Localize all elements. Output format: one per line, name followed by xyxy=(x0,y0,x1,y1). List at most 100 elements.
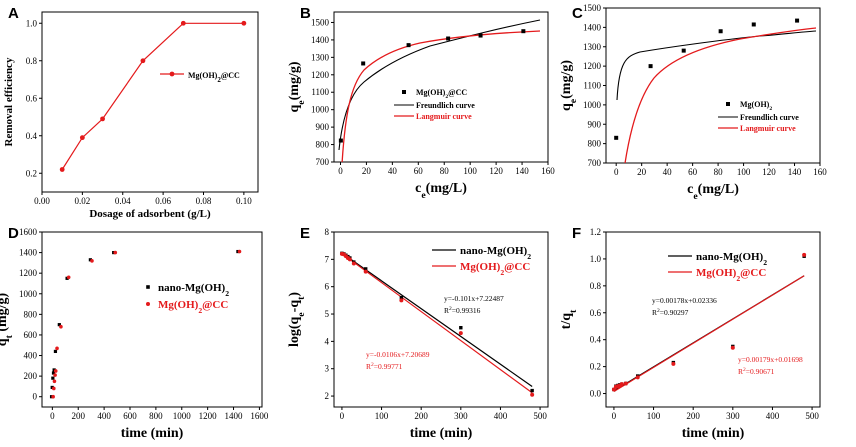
data-point xyxy=(338,138,343,143)
x-tick-label: 100 xyxy=(737,167,751,177)
y-axis-label: qe(mg/g) xyxy=(287,61,307,112)
x-tick-label: 80 xyxy=(714,167,724,177)
data-point xyxy=(795,18,800,23)
x-tick-label: 20 xyxy=(637,167,647,177)
x-tick-label: 0 xyxy=(612,411,617,421)
x-axis-label: time (min) xyxy=(121,426,184,441)
y-axis-label: log(qe-qt) xyxy=(287,292,307,347)
data-point xyxy=(730,345,735,350)
y-tick-label: 1200 xyxy=(583,61,602,71)
series-line-removal xyxy=(61,22,244,170)
data-point xyxy=(399,298,404,303)
data-point xyxy=(364,267,368,271)
fit-line-cc xyxy=(613,275,805,393)
y-tick-label: 900 xyxy=(588,119,602,129)
data-point xyxy=(459,326,463,330)
data-point xyxy=(351,261,356,266)
data-point xyxy=(237,249,242,254)
data-point xyxy=(51,371,56,375)
legend-label-nano: nano-Mg(OH)2 xyxy=(460,245,531,261)
legend-label-langmuir: Langmuir curve xyxy=(740,124,796,133)
data-point xyxy=(671,361,676,366)
data-point xyxy=(50,385,54,390)
fit-equation: y=-0.101x+7.22487 xyxy=(444,294,504,303)
series-1 xyxy=(51,249,242,399)
x-tick-label: 80 xyxy=(440,166,450,176)
x-tick-label: 1000 xyxy=(173,411,192,421)
y-tick-label: 8 xyxy=(325,227,330,237)
data-point xyxy=(88,258,92,262)
panel-letter-E: E xyxy=(300,225,310,242)
freundlich-curve xyxy=(616,30,817,101)
data-point xyxy=(90,259,94,263)
fit-r-squared: R2=0.90671 xyxy=(738,367,775,376)
data-point xyxy=(802,252,807,257)
data-point xyxy=(530,392,535,397)
y-tick-label: 0.4 xyxy=(26,131,38,141)
x-tick-label: 0.00 xyxy=(34,196,50,206)
x-tick-label: 500 xyxy=(533,411,547,421)
data-point xyxy=(66,275,71,280)
y-tick-label: 0.4 xyxy=(590,335,602,345)
x-tick-label: 20 xyxy=(362,166,372,176)
x-tick-label: 300 xyxy=(454,411,468,421)
legend-label: Mg(OH)2@CC xyxy=(188,71,240,84)
data-point xyxy=(53,373,57,377)
plot-frame-A xyxy=(41,11,259,193)
data-point xyxy=(478,33,483,38)
panel-letter-C: C xyxy=(572,5,583,22)
y-tick-label: 7 xyxy=(325,254,330,264)
legend-label-nano: nano-Mg(OH)2 xyxy=(158,282,229,298)
y-tick-label: 1.0 xyxy=(26,18,38,28)
x-tick-label: 0.02 xyxy=(74,196,90,206)
legend-label-cc: Mg(OH)2@CC xyxy=(696,267,766,283)
y-tick-label: 2 xyxy=(325,391,330,401)
panel-A: 0.00 0.02 0.04 0.06 0.08 0.10 0.2 0.4 0.6 0.8 1.0 D… xyxy=(3,5,259,220)
x-tick-label: 60 xyxy=(688,167,698,177)
data-point xyxy=(241,20,247,26)
x-tick-label: 140 xyxy=(788,167,802,177)
data-point xyxy=(59,167,65,172)
x-tick-label: 0.04 xyxy=(115,196,131,206)
y-tick-label: 1000 xyxy=(311,105,330,115)
y-tick-label: 1600 xyxy=(19,227,38,237)
x-tick-label: 100 xyxy=(375,411,389,421)
legend-marker-points xyxy=(402,90,406,94)
y-tick-label: 200 xyxy=(24,371,38,381)
y-tick-label: 4 xyxy=(325,336,330,346)
fit-equation: y=-0.0106x+7.20689 xyxy=(366,350,430,359)
y-tick-label: 1000 xyxy=(583,100,602,110)
y-tick-label: 1400 xyxy=(19,248,38,258)
x-tick-label: 0 xyxy=(340,411,345,421)
y-tick-label: 1.2 xyxy=(590,227,601,237)
langmuir-curve xyxy=(624,27,817,163)
y-tick-label: 1400 xyxy=(583,22,602,32)
x-tick-label: 0 xyxy=(614,167,619,177)
y-tick-label: 1200 xyxy=(311,70,330,80)
y-tick-label: 700 xyxy=(588,158,602,168)
legend-label-cc: Mg(OH)2@CC xyxy=(460,261,530,277)
fit-line-nano xyxy=(341,252,533,387)
data-point xyxy=(521,29,526,34)
panel-letter-B: B xyxy=(300,5,311,22)
data-point xyxy=(681,48,686,53)
y-tick-label: 0.8 xyxy=(590,281,602,291)
x-tick-label: 0 xyxy=(338,166,343,176)
y-tick-label: 1.0 xyxy=(590,254,602,264)
legend-label-langmuir: Langmuir curve xyxy=(416,112,472,121)
y-tick-label: 0 xyxy=(33,392,38,402)
data-point xyxy=(51,376,55,380)
legend-marker xyxy=(169,71,175,77)
data-point xyxy=(446,36,451,41)
y-tick-label: 6 xyxy=(325,282,330,292)
y-tick-label: 0.6 xyxy=(590,308,602,318)
data-point xyxy=(53,349,58,354)
panel-C: 0 20 40 60 80 100 120 140 160 700 800 900 1000 1100 12… xyxy=(559,3,827,202)
x-axis-label: ce(mg/L) xyxy=(687,182,739,202)
y-tick-label: 0.0 xyxy=(590,389,602,399)
plot-frame-B xyxy=(333,11,549,163)
fit-equation: y=0.00179x+0.01698 xyxy=(738,355,803,364)
data-point xyxy=(619,382,624,387)
legend-label-freundlich: Freundlich curve xyxy=(416,101,475,110)
data-point xyxy=(140,58,146,64)
